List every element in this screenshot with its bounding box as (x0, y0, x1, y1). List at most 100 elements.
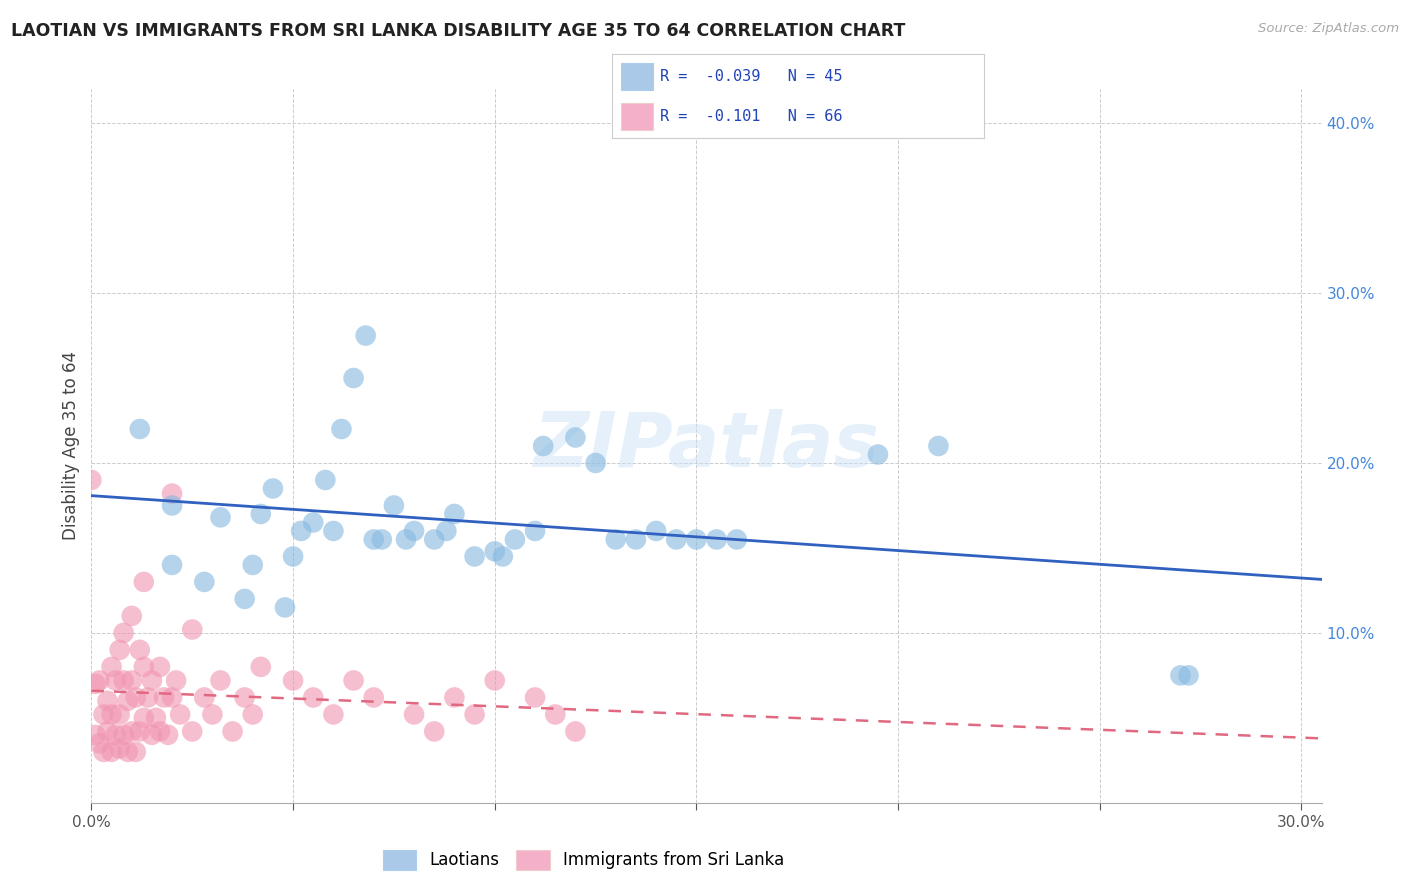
Point (121, 724, 143, 739)
Point (322, 524, 344, 538)
Point (100, 660, 122, 674)
Point (136, 690, 159, 705)
Point (605, 533, 627, 547)
Point (128, 422, 150, 436)
Point (585, 456, 607, 470)
Point (132, 574, 155, 589)
Point (104, 728, 127, 742)
Text: ZIPatlas: ZIPatlas (533, 409, 880, 483)
Point (242, 558, 264, 572)
Point (866, 448, 889, 462)
Point (160, 486, 183, 500)
Point (1177, 668, 1199, 682)
Point (160, 558, 183, 572)
Point (443, 507, 465, 521)
Point (125, 745, 148, 759)
Point (108, 643, 131, 657)
Point (112, 626, 135, 640)
Point (96, 724, 118, 739)
Point (221, 724, 243, 739)
Point (117, 745, 139, 759)
Point (121, 608, 143, 623)
Point (84, 677, 107, 691)
Point (112, 673, 135, 688)
Point (382, 499, 405, 513)
Point (443, 690, 465, 705)
Text: R =  -0.039   N = 45: R = -0.039 N = 45 (659, 69, 842, 84)
Point (201, 707, 224, 722)
FancyBboxPatch shape (621, 62, 652, 90)
Point (1170, 668, 1192, 682)
Point (209, 673, 232, 688)
Point (108, 741, 131, 756)
Point (685, 533, 707, 547)
Point (233, 690, 256, 705)
Point (624, 533, 647, 547)
Point (84, 728, 107, 742)
Point (492, 549, 515, 564)
Point (706, 533, 728, 547)
Point (157, 728, 180, 742)
Legend: Laotians, Immigrants from Sri Lanka: Laotians, Immigrants from Sri Lanka (377, 843, 790, 877)
Text: Source: ZipAtlas.com: Source: ZipAtlas.com (1258, 22, 1399, 36)
Point (145, 711, 167, 725)
Point (281, 549, 304, 564)
Point (93, 707, 115, 722)
Point (181, 623, 204, 637)
Point (281, 673, 304, 688)
Point (544, 707, 567, 722)
Point (404, 524, 426, 538)
Y-axis label: Disability Age 35 to 64: Disability Age 35 to 64 (62, 351, 80, 541)
Point (132, 660, 155, 674)
Point (100, 745, 122, 759)
Point (117, 694, 139, 708)
Point (249, 660, 271, 674)
Point (132, 711, 155, 725)
Point (464, 549, 486, 564)
Point (314, 473, 336, 487)
Point (169, 707, 191, 722)
Point (108, 707, 131, 722)
Point (104, 673, 127, 688)
Text: R =  -0.101   N = 66: R = -0.101 N = 66 (659, 109, 842, 124)
Point (165, 673, 187, 688)
Point (125, 690, 148, 705)
Point (484, 673, 506, 688)
Point (121, 673, 143, 688)
Point (209, 510, 232, 524)
Point (354, 328, 377, 343)
Point (423, 724, 446, 739)
Point (153, 690, 176, 705)
Point (100, 707, 122, 722)
Point (141, 728, 163, 742)
Point (141, 673, 163, 688)
Point (80, 473, 103, 487)
Point (484, 544, 506, 558)
Point (93, 745, 115, 759)
Point (395, 533, 418, 547)
Point (149, 660, 172, 674)
Point (249, 507, 271, 521)
Point (89, 736, 111, 750)
Point (128, 643, 150, 657)
Point (302, 690, 325, 705)
Point (89, 673, 111, 688)
Point (927, 439, 949, 453)
Point (531, 439, 554, 453)
Point (371, 533, 394, 547)
Point (363, 690, 385, 705)
Point (423, 533, 446, 547)
Point (464, 707, 486, 722)
Point (302, 516, 325, 530)
Point (290, 524, 312, 538)
Point (242, 707, 264, 722)
Point (564, 430, 586, 444)
Point (193, 574, 215, 589)
Point (342, 371, 364, 385)
Point (645, 524, 668, 538)
Point (128, 724, 150, 739)
Point (149, 724, 172, 739)
Point (363, 533, 385, 547)
Point (434, 524, 457, 538)
Point (160, 690, 183, 705)
